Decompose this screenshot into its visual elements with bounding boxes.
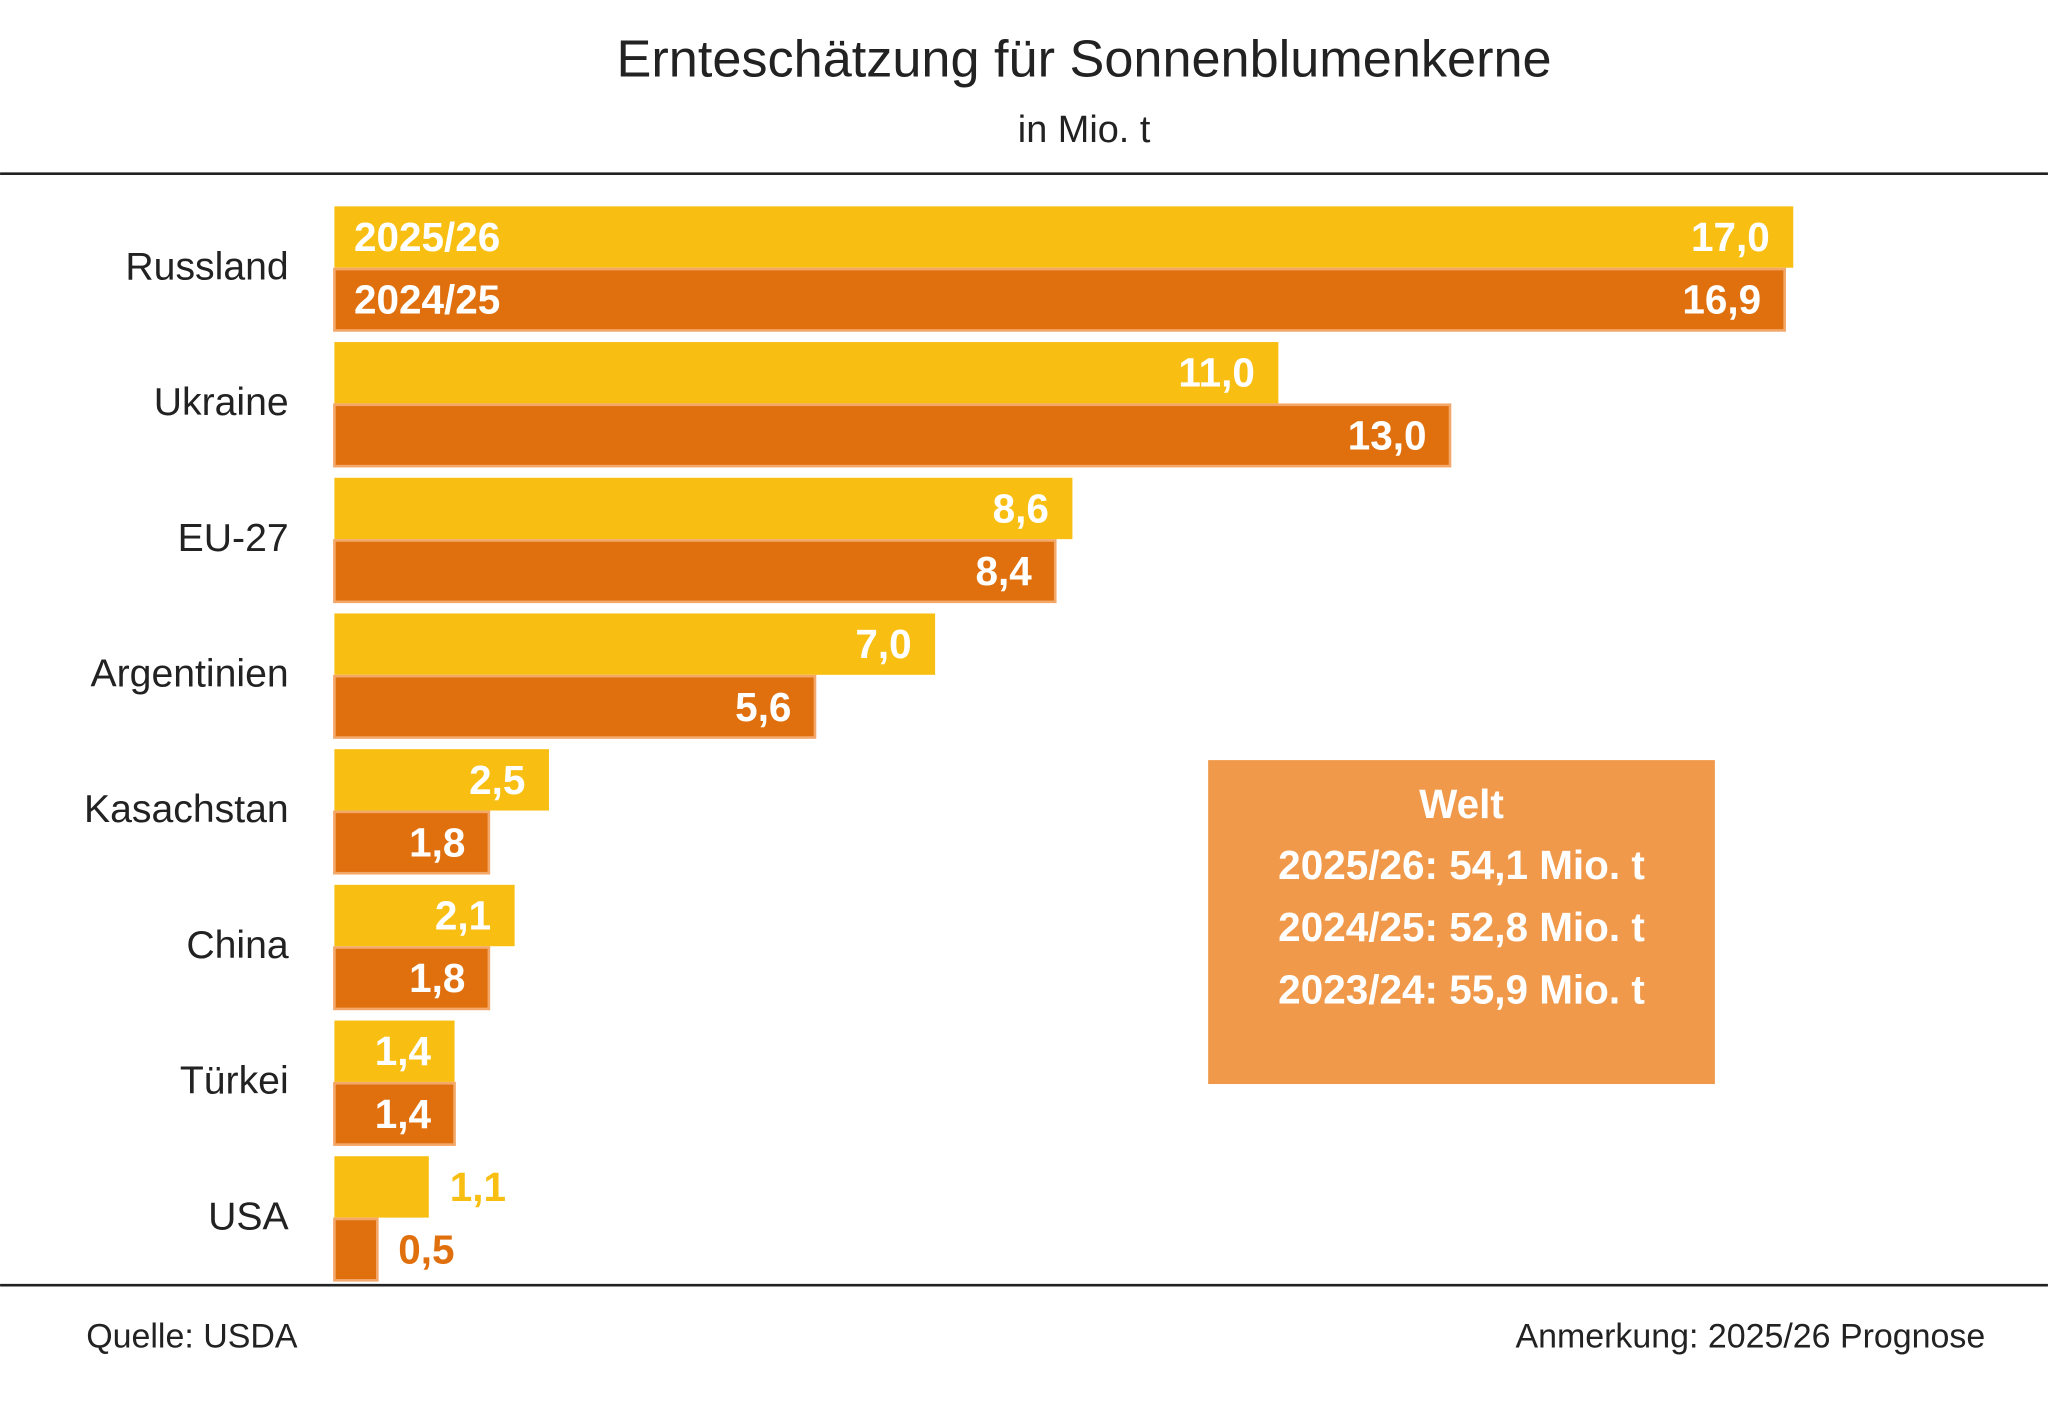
value-label: 1,4 [375, 1091, 432, 1137]
bar [333, 946, 491, 1011]
value-label: 16,9 [1682, 277, 1761, 323]
bar [333, 674, 817, 739]
value-label: 5,6 [735, 684, 791, 730]
value-label: 8,4 [975, 548, 1032, 594]
category-label: Russland [125, 245, 288, 288]
value-label: 2,5 [469, 757, 525, 803]
annotation-line: 2025/26: 54,1 Mio. t [1278, 842, 1645, 888]
bar [334, 749, 549, 811]
category-label: Kasachstan [84, 788, 289, 831]
category-label: EU-27 [178, 517, 289, 560]
value-label: 2,1 [435, 892, 491, 938]
legend-label: 2025/26 [354, 214, 500, 260]
value-label: 1,4 [375, 1028, 432, 1074]
category-label: China [186, 924, 289, 967]
bar [333, 403, 1452, 468]
bar [333, 1081, 456, 1146]
bar [334, 342, 1279, 404]
annotation-line: 2024/25: 52,8 Mio. t [1278, 904, 1645, 950]
bar [334, 477, 1073, 540]
value-label: 7,0 [855, 621, 911, 667]
value-label: 1,8 [409, 819, 465, 865]
category-label: Ukraine [154, 381, 289, 424]
bar [333, 1217, 379, 1282]
value-label: 13,0 [1348, 412, 1427, 458]
bar [333, 267, 1786, 332]
bar [334, 1156, 429, 1218]
value-label: 0,5 [398, 1227, 454, 1273]
value-label: 8,6 [993, 485, 1049, 531]
bar [333, 810, 491, 875]
legend-label: 2024/25 [354, 277, 500, 323]
category-label: Argentinien [91, 652, 289, 695]
chart-title: Ernteschätzung für Sonnenblumenkerne [617, 30, 1552, 88]
chart-subtitle: in Mio. t [1018, 109, 1151, 151]
note: Anmerkung: 2025/26 Prognose [1515, 1318, 1985, 1356]
bar [333, 539, 1057, 604]
annotation-box [1208, 760, 1715, 1085]
bar [334, 1020, 455, 1082]
bar [334, 206, 1794, 268]
annotation-line: 2023/24: 55,9 Mio. t [1278, 966, 1645, 1012]
category-label: Türkei [180, 1060, 289, 1103]
annotation-title: Welt [1419, 781, 1504, 827]
bar [334, 884, 515, 947]
value-label: 1,8 [409, 955, 465, 1001]
source: Quelle: USDA [86, 1318, 298, 1356]
value-label: 1,1 [450, 1164, 506, 1210]
value-label: 17,0 [1691, 214, 1770, 260]
bar [334, 613, 936, 675]
value-label: 11,0 [1178, 350, 1255, 396]
category-label: USA [208, 1195, 289, 1238]
